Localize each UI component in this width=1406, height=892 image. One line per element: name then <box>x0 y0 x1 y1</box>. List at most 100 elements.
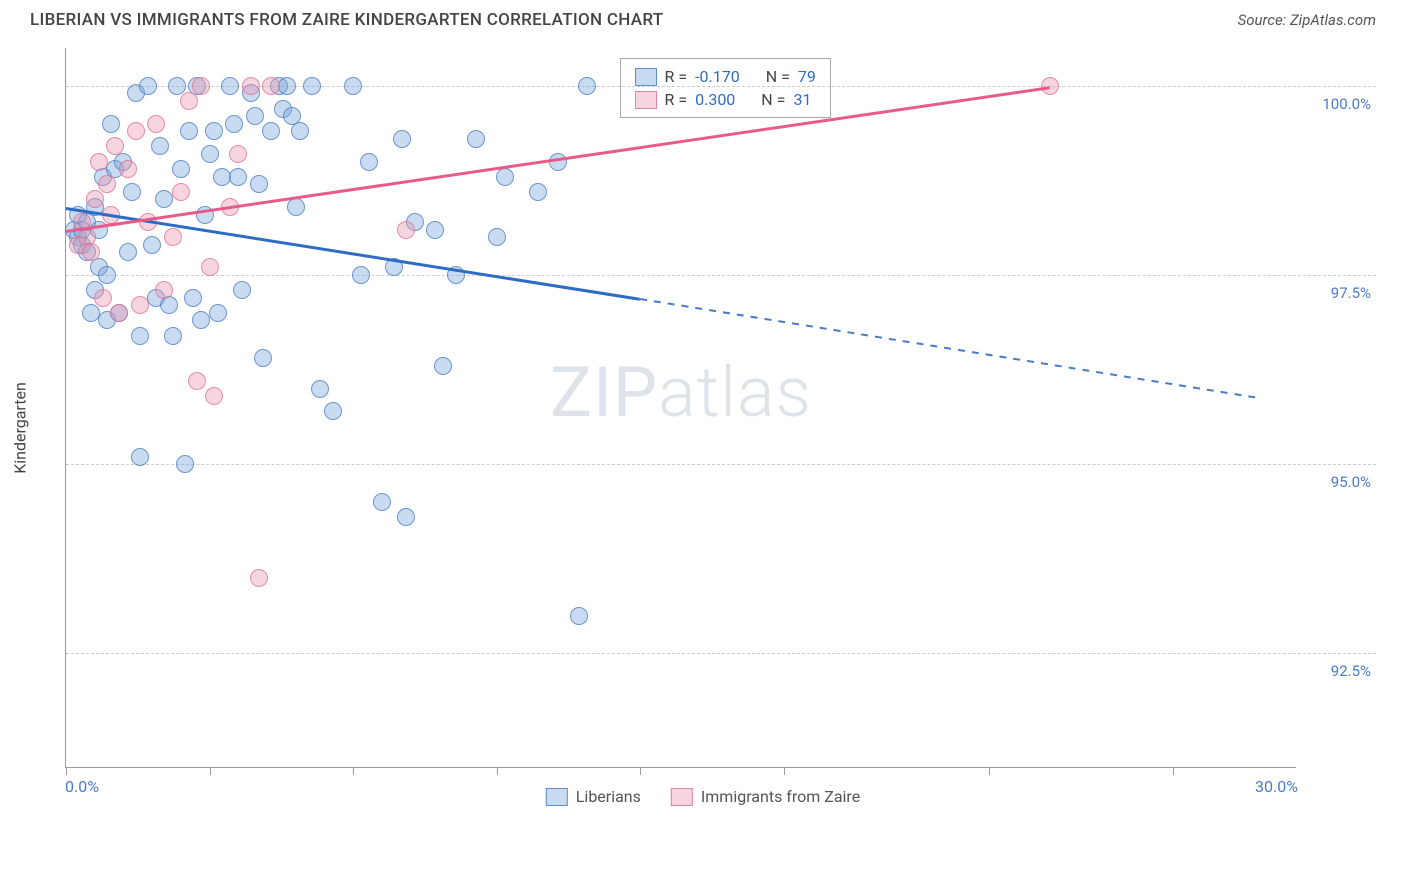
data-point <box>147 115 165 133</box>
data-point <box>262 122 280 140</box>
data-point <box>229 145 247 163</box>
data-point <box>393 130 411 148</box>
data-point <box>180 122 198 140</box>
data-point <box>192 311 210 329</box>
gridline <box>66 653 1376 654</box>
data-point <box>205 122 223 140</box>
data-point <box>106 137 124 155</box>
data-point <box>570 607 588 625</box>
data-point <box>233 281 251 299</box>
y-tick-label: 95.0% <box>1331 473 1371 491</box>
x-axis-label: 30.0% <box>1255 777 1298 796</box>
trend-line <box>640 298 1255 398</box>
data-point <box>426 221 444 239</box>
x-tick <box>497 767 498 775</box>
y-axis-label: Kindergarten <box>11 382 30 474</box>
x-tick <box>1173 767 1174 775</box>
legend-item-zaire: Immigrants from Zaire <box>671 787 860 806</box>
data-point <box>184 289 202 307</box>
data-point <box>155 281 173 299</box>
source-attribution: Source: ZipAtlas.com <box>1238 11 1376 29</box>
data-point <box>221 77 239 95</box>
data-point <box>139 77 157 95</box>
legend-row-pink: R = 0.300 N = 31 <box>635 88 816 111</box>
data-point <box>467 130 485 148</box>
data-point <box>123 183 141 201</box>
data-point <box>164 327 182 345</box>
data-point <box>1041 77 1059 95</box>
y-tick-label: 100.0% <box>1322 95 1371 113</box>
data-point <box>168 77 186 95</box>
data-point <box>131 448 149 466</box>
x-tick <box>640 767 641 775</box>
data-point <box>119 160 137 178</box>
data-point <box>360 153 378 171</box>
data-point <box>201 145 219 163</box>
data-point <box>110 304 128 322</box>
gridline <box>66 275 1376 276</box>
data-point <box>205 387 223 405</box>
data-point <box>98 266 116 284</box>
chart-header: LIBERIAN VS IMMIGRANTS FROM ZAIRE KINDER… <box>0 0 1406 38</box>
data-point <box>119 243 137 261</box>
data-point <box>131 327 149 345</box>
data-point <box>86 190 104 208</box>
data-point <box>278 77 296 95</box>
chart-title: LIBERIAN VS IMMIGRANTS FROM ZAIRE KINDER… <box>30 10 663 30</box>
y-tick-label: 97.5% <box>1331 284 1371 302</box>
data-point <box>180 92 198 110</box>
data-point <box>496 168 514 186</box>
legend-swatch-pink <box>635 91 657 109</box>
data-point <box>434 357 452 375</box>
x-tick <box>353 767 354 775</box>
data-point <box>488 228 506 246</box>
x-axis-label: 0.0% <box>65 777 99 796</box>
data-point <box>397 221 415 239</box>
data-point <box>151 137 169 155</box>
data-point <box>127 122 145 140</box>
data-point <box>291 122 309 140</box>
data-point <box>242 77 260 95</box>
data-point <box>303 77 321 95</box>
data-point <box>209 304 227 322</box>
legend-swatch-blue <box>635 68 657 86</box>
data-point <box>324 402 342 420</box>
data-point <box>254 349 272 367</box>
data-point <box>98 175 116 193</box>
data-point <box>578 77 596 95</box>
x-tick <box>784 767 785 775</box>
plot-area: ZIPatlas R = -0.170 N = 79 R = 0.300 N =… <box>65 48 1296 768</box>
data-point <box>262 77 280 95</box>
data-point <box>94 289 112 307</box>
data-point <box>213 168 231 186</box>
data-point <box>188 372 206 390</box>
data-point <box>82 304 100 322</box>
data-point <box>529 183 547 201</box>
data-point <box>172 183 190 201</box>
data-point <box>287 198 305 216</box>
data-point <box>397 508 415 526</box>
data-point <box>352 266 370 284</box>
watermark: ZIPatlas <box>550 352 812 434</box>
data-point <box>155 190 173 208</box>
data-point <box>246 107 264 125</box>
x-tick <box>210 767 211 775</box>
legend-swatch-blue <box>546 788 568 806</box>
data-point <box>225 115 243 133</box>
data-point <box>164 228 182 246</box>
data-point <box>192 77 210 95</box>
data-point <box>90 153 108 171</box>
data-point <box>229 168 247 186</box>
data-point <box>143 236 161 254</box>
data-point <box>131 296 149 314</box>
legend-row-blue: R = -0.170 N = 79 <box>635 65 816 88</box>
data-point <box>311 380 329 398</box>
y-tick-label: 92.5% <box>1331 662 1371 680</box>
data-point <box>176 455 194 473</box>
data-point <box>201 258 219 276</box>
data-point <box>373 493 391 511</box>
x-tick <box>66 767 67 775</box>
gridline <box>66 464 1376 465</box>
legend-item-liberians: Liberians <box>546 787 641 806</box>
correlation-legend: R = -0.170 N = 79 R = 0.300 N = 31 <box>620 58 831 118</box>
